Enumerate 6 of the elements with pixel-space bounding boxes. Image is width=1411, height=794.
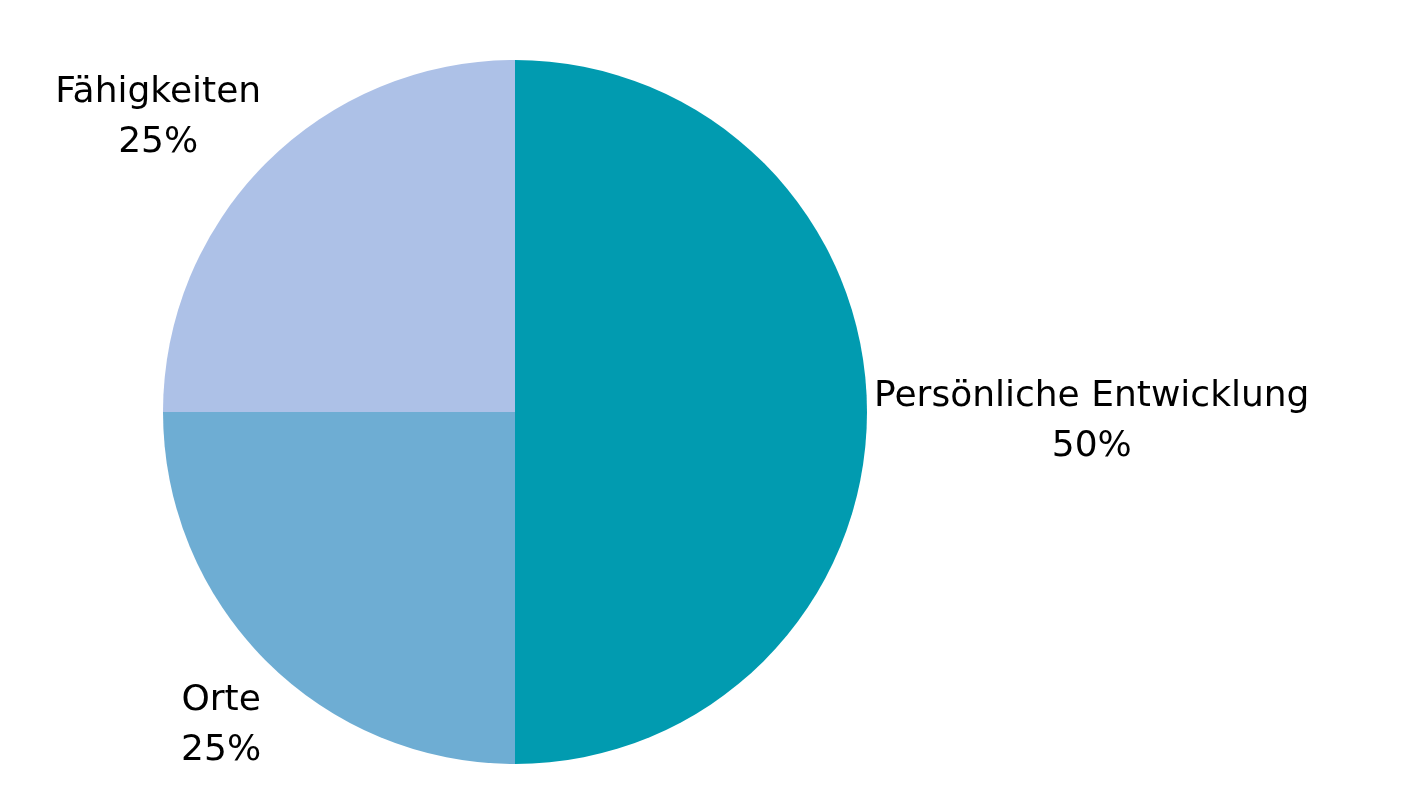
data-label: 25% — [181, 726, 262, 768]
slice-label: Persönliche Entwicklung — [874, 373, 1310, 414]
data-label: 25% — [118, 119, 199, 161]
data-label: 50% — [1051, 423, 1132, 464]
slice-label: Fähigkeiten — [55, 69, 262, 111]
slice-label: Orte — [181, 676, 261, 718]
